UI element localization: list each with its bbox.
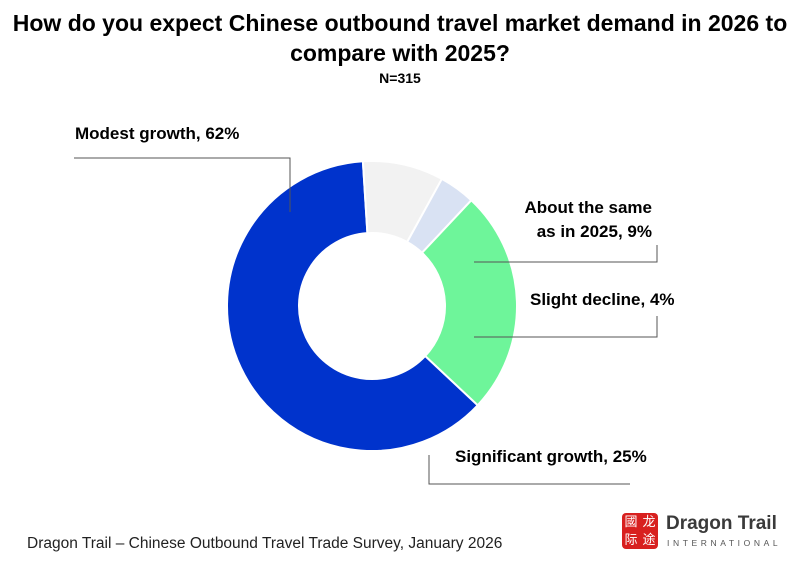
chart-subtitle: N=315 <box>379 70 421 86</box>
label-modest-growth: Modest growth, 62% <box>75 124 239 143</box>
leader-slight-decline <box>474 316 658 338</box>
logo-subtitle: INTERNATIONAL <box>667 538 782 548</box>
leader-modest <box>74 157 291 212</box>
chart-title: How do you expect Chinese outbound trave… <box>12 10 788 66</box>
dragon-trail-logo: 國 龙 际 途 Dragon Trail INTERNATIONAL <box>622 513 782 553</box>
label-about-same-line1: About the same <box>524 198 652 217</box>
slice-modest-growth <box>226 160 480 452</box>
leader-significant <box>428 455 630 485</box>
label-significant-growth: Significant growth, 25% <box>455 447 647 466</box>
label-slight-decline: Slight decline, 4% <box>530 290 675 309</box>
slice-significant-growth <box>420 198 518 407</box>
logo-name: Dragon Trail <box>666 513 777 534</box>
label-about-same-line2: as in 2025, 9% <box>537 222 652 241</box>
source-note: Dragon Trail – Chinese Outbound Travel T… <box>27 535 503 552</box>
leader-about-same <box>474 245 658 263</box>
logo-mark-icon: 國 龙 际 途 <box>622 513 658 549</box>
